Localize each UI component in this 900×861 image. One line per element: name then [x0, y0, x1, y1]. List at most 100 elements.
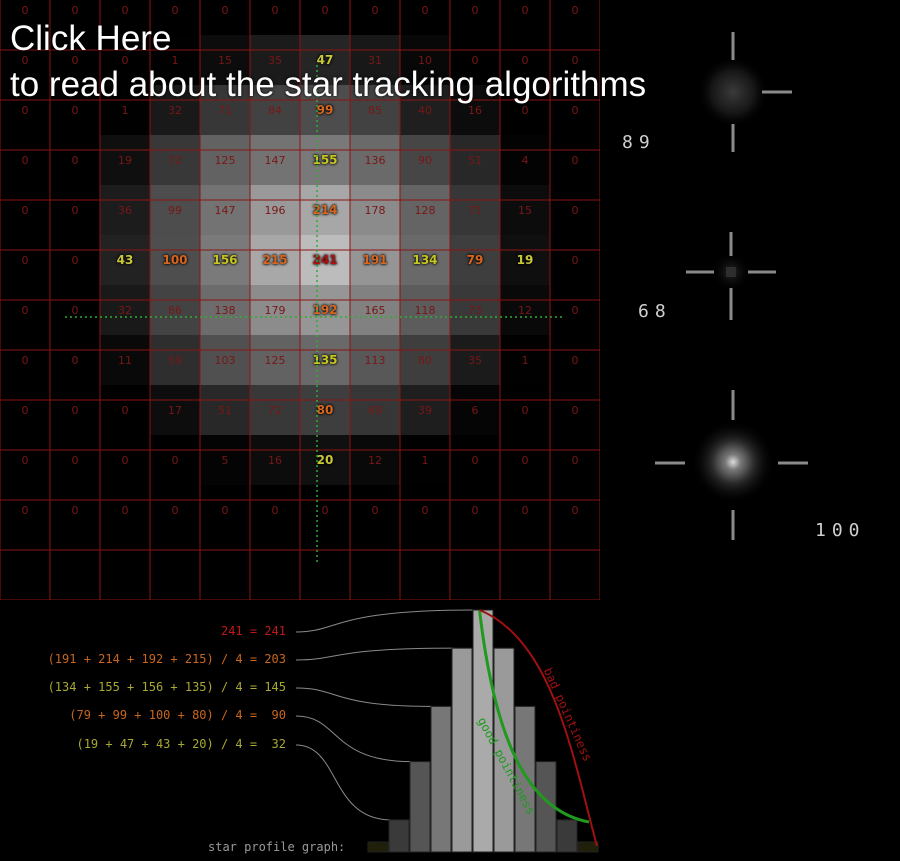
pixel-cell: 99 — [150, 185, 200, 235]
formula-connector — [295, 744, 392, 821]
pixel-cell: 135 — [300, 335, 350, 385]
pixel-cell: 241 — [300, 235, 350, 285]
algorithms-link[interactable]: Click Here to read about the star tracki… — [10, 16, 646, 108]
profile-bar — [577, 841, 599, 853]
pixel-cell: 0 — [550, 485, 600, 535]
pixel-cell: 84 — [250, 85, 300, 135]
reticle-2-label: 68 — [638, 301, 672, 322]
pixel-cell: 0 — [150, 0, 200, 35]
pixel-cell: 0 — [500, 0, 550, 35]
pixel-cell: 17 — [150, 385, 200, 435]
pixel-cell: 0 — [100, 0, 150, 35]
pixel-cell: 0 — [0, 85, 50, 135]
pixel-cell: 156 — [200, 235, 250, 285]
pixel-cell: 196 — [250, 185, 300, 235]
star-core-2 — [726, 267, 736, 277]
pixel-cell: 36 — [100, 185, 150, 235]
reticle-3-label: 100 — [815, 520, 866, 541]
formula-2: (191 + 214 + 192 + 215) / 4 = 203 — [47, 652, 286, 666]
pixel-cell: 0 — [100, 385, 150, 435]
formula-connector — [295, 687, 434, 707]
pixel-cell: 0 — [300, 485, 350, 535]
pixel-cell: 85 — [350, 85, 400, 135]
pixel-cell: 72 — [250, 385, 300, 435]
pixel-cell: 0 — [0, 435, 50, 485]
pixel-cell: 35 — [250, 35, 300, 85]
pixel-cell: 69 — [350, 385, 400, 435]
pixel-cell: 0 — [550, 335, 600, 385]
pixel-cell: 136 — [350, 135, 400, 185]
pixel-cell: 16 — [450, 85, 500, 135]
reticle-1-label: 89 — [622, 132, 656, 153]
profile-bar — [388, 819, 410, 853]
pixel-cell: 79 — [450, 235, 500, 285]
pixel-cell: 6 — [450, 385, 500, 435]
pixel-cell: 0 — [550, 135, 600, 185]
pixel-cell: 103 — [200, 335, 250, 385]
pixel-cell: 0 — [550, 185, 600, 235]
pixel-cell: 0 — [50, 385, 100, 435]
pixel-cell: 59 — [150, 335, 200, 385]
link-line-1[interactable]: Click Here — [10, 19, 172, 58]
pixel-cell: 15 — [200, 35, 250, 85]
link-line-2[interactable]: to read about the star tracking algorith… — [10, 65, 647, 104]
pixel-cell: 51 — [450, 135, 500, 185]
pixel-cell: 0 — [50, 285, 100, 335]
reticle-graphics — [655, 32, 808, 540]
pixel-cell: 165 — [350, 285, 400, 335]
pixel-cell: 86 — [150, 285, 200, 335]
pixel-cell: 71 — [200, 85, 250, 135]
profile-bar — [451, 647, 473, 853]
pixel-cell: 71 — [450, 185, 500, 235]
pixel-cell: 35 — [450, 335, 500, 385]
pixel-cell: 1 — [100, 85, 150, 135]
pixel-cell: 0 — [200, 485, 250, 535]
pixel-cell: 31 — [350, 35, 400, 85]
pixel-cell: 0 — [550, 85, 600, 135]
pixel-cell: 51 — [200, 385, 250, 435]
pixel-cell: 1 — [150, 35, 200, 85]
pixel-cell: 20 — [300, 435, 350, 485]
pixel-cell: 0 — [0, 285, 50, 335]
pixel-cell: 0 — [0, 185, 50, 235]
profile-bar — [367, 841, 389, 853]
bad-pointiness-label: bad pointiness — [541, 666, 595, 764]
formula-connectors — [295, 609, 476, 821]
pixel-cell: 128 — [400, 185, 450, 235]
pixel-cell: 214 — [300, 185, 350, 235]
profile-bars — [367, 609, 599, 853]
pixel-cell: 0 — [450, 485, 500, 535]
pixel-cell: 0 — [550, 435, 600, 485]
pixel-cell: 0 — [500, 85, 550, 135]
pixel-cell: 0 — [550, 0, 600, 35]
pixel-cell: 40 — [400, 85, 450, 135]
pixel-cell: 1 — [400, 435, 450, 485]
pixel-cell: 0 — [50, 435, 100, 485]
pixel-cell: 10 — [400, 35, 450, 85]
pixel-cell: 32 — [100, 285, 150, 335]
pixel-cell: 0 — [200, 0, 250, 35]
profile-caption: star profile graph: — [208, 840, 346, 854]
pixel-cell: 178 — [350, 185, 400, 235]
pixel-cell: 125 — [200, 135, 250, 185]
pixel-cell: 0 — [500, 435, 550, 485]
pixel-cell: 134 — [400, 235, 450, 285]
pixel-cell: 0 — [0, 35, 50, 85]
pixel-cell: 1 — [500, 335, 550, 385]
formula-connector — [295, 647, 455, 661]
pixel-cell: 12 — [350, 435, 400, 485]
pixel-cell: 0 — [0, 235, 50, 285]
pixel-cell: 0 — [100, 435, 150, 485]
pixel-cell: 0 — [350, 0, 400, 35]
reticle-panel: 89 68 100 — [600, 0, 900, 600]
bad-pointiness-curve — [479, 609, 598, 847]
pixel-cell: 80 — [300, 385, 350, 435]
pixel-cell: 0 — [450, 435, 500, 485]
pixel-cell: 0 — [550, 385, 600, 435]
star-blob-3 — [691, 420, 775, 504]
pixel-cell: 147 — [250, 135, 300, 185]
pixel-cell: 0 — [250, 485, 300, 535]
formula-3: (134 + 155 + 156 + 135) / 4 = 145 — [47, 680, 286, 694]
formula-4: (79 + 99 + 100 + 80) / 4 = 90 — [69, 708, 286, 722]
